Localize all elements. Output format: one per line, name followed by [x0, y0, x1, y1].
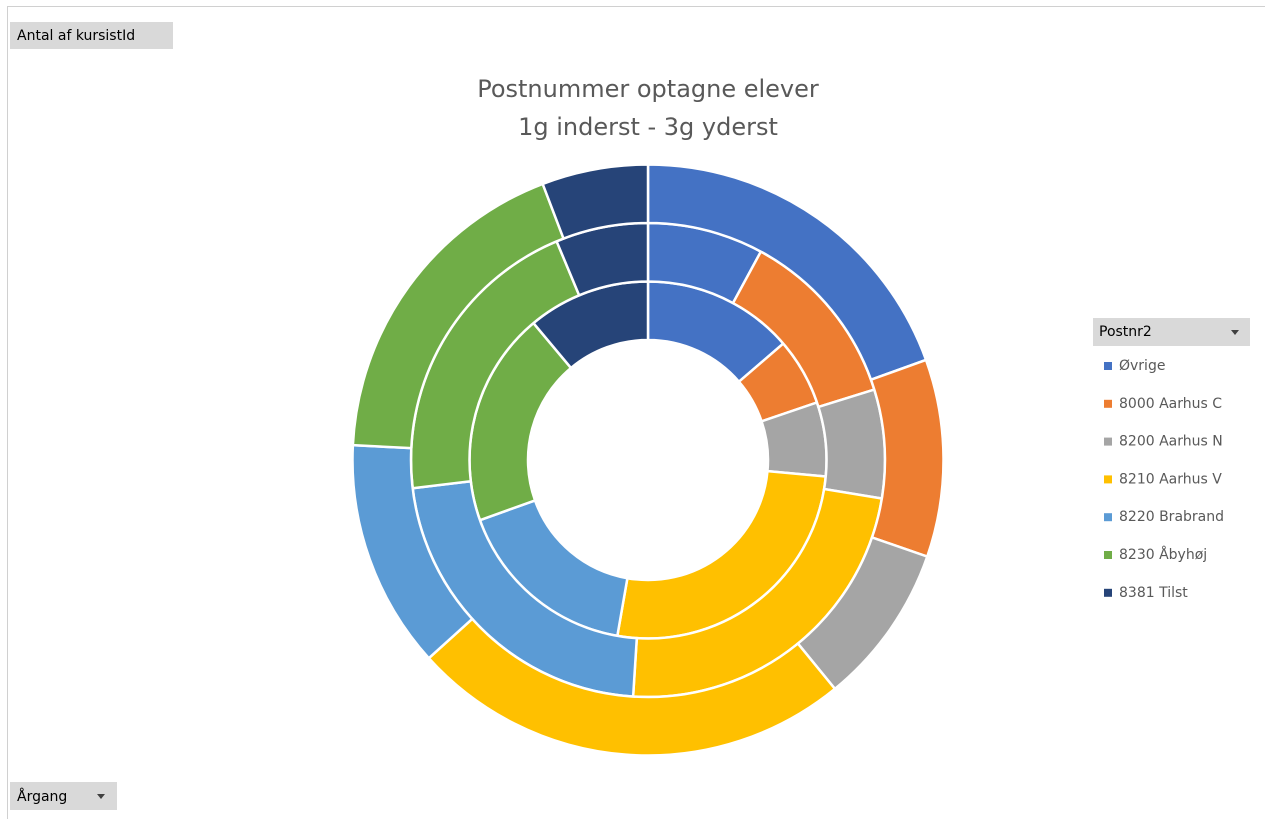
legend-swatch: [1104, 513, 1112, 522]
legend-label: 8000 Aarhus C: [1119, 396, 1222, 412]
value-field-label: Antal af kursistId: [17, 28, 135, 44]
legend-label: Øvrige: [1119, 358, 1165, 374]
filter-field-label: Årgang: [17, 788, 67, 805]
doughnut-segment: [816, 388, 887, 500]
value-field-button[interactable]: [10, 22, 173, 49]
legend-label: 8220 Brabrand: [1119, 509, 1224, 525]
legend-label: 8200 Aarhus N: [1119, 434, 1223, 450]
legend-title: Postnr2: [1099, 324, 1152, 340]
legend-swatch: [1104, 437, 1112, 446]
doughnut-segment: [541, 163, 650, 241]
chart-subtitle: 1g inderst - 3g yderst: [518, 113, 778, 141]
legend-swatch: [1104, 551, 1112, 559]
legend-label: 8381 Tilst: [1119, 585, 1188, 601]
legend-label: 8210 Aarhus V: [1119, 471, 1222, 487]
chart-title: Postnummer optagne elever: [477, 75, 819, 103]
legend-label: 8230 Åbyhøj: [1119, 546, 1207, 563]
legend-swatch: [1104, 475, 1112, 484]
legend-swatch: [1104, 362, 1112, 370]
dropdown-arrow[interactable]: [1231, 330, 1239, 335]
legend-swatch: [1104, 588, 1112, 597]
dropdown-arrow[interactable]: [97, 794, 105, 799]
legend-swatch: [1104, 399, 1112, 408]
legend-field-button[interactable]: [1093, 318, 1250, 346]
